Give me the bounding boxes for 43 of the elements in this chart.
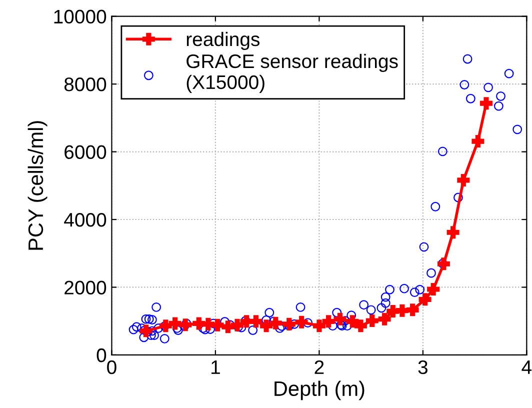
x-axis-title: Depth (m) <box>274 380 364 400</box>
point <box>269 316 282 330</box>
legend-label: GRACE sensor readings (X15000) <box>186 54 398 93</box>
point <box>437 258 450 270</box>
y-tick-label: 10000 <box>54 10 106 24</box>
point <box>418 293 432 306</box>
point <box>282 318 296 330</box>
point <box>159 320 172 332</box>
point <box>334 312 346 326</box>
x-tick-label: 4 <box>522 360 532 374</box>
y-tick-label: 8000 <box>64 78 106 92</box>
point <box>179 318 192 332</box>
point <box>230 318 244 332</box>
point <box>260 320 273 332</box>
point <box>378 312 391 326</box>
point <box>312 320 326 332</box>
x-tick-label: 3 <box>418 360 428 374</box>
point <box>211 318 224 332</box>
point <box>396 304 408 317</box>
point <box>427 283 440 296</box>
point <box>222 320 234 334</box>
point <box>168 317 182 330</box>
point <box>250 315 262 328</box>
point <box>446 226 460 239</box>
point <box>295 316 308 328</box>
point <box>406 304 419 316</box>
y-tick-label: 4000 <box>64 212 106 227</box>
point <box>480 97 492 110</box>
point <box>366 314 378 328</box>
x-tick-label: 2 <box>314 360 324 374</box>
y-tick-label: 2000 <box>64 280 106 294</box>
y-tick-label: 6000 <box>64 145 106 160</box>
point <box>457 174 470 186</box>
point <box>354 320 367 332</box>
x-tick-label: 0 <box>107 360 116 374</box>
x-tick-label: 1 <box>212 360 220 374</box>
y-tick-label: 0 <box>96 348 106 362</box>
point <box>346 315 359 328</box>
point <box>472 135 484 148</box>
point <box>322 315 335 328</box>
point <box>140 324 152 338</box>
legend-label: readings <box>186 32 260 50</box>
y-axis-title: PCY (cells/ml) <box>28 121 48 250</box>
